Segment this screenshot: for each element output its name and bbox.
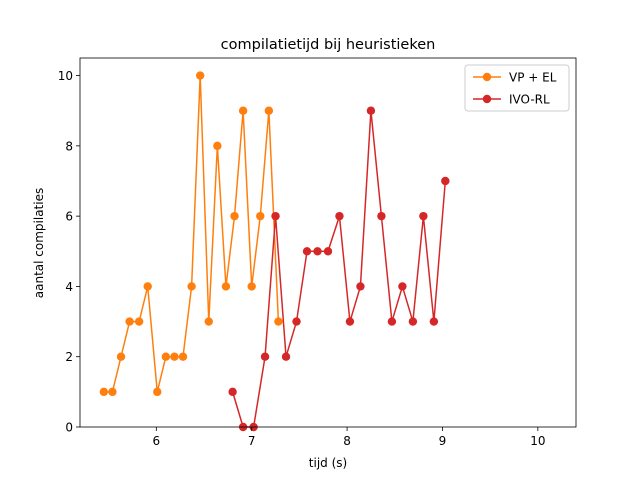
series-1-point [125, 317, 134, 326]
legend-label: VP + EL [509, 71, 557, 85]
series-2-point [313, 247, 322, 256]
series-1-point [213, 141, 222, 151]
series-1-point [264, 106, 274, 115]
series-2-point [271, 211, 280, 221]
y-axis-label: aantal compilaties [32, 188, 46, 298]
series-1-point [274, 317, 283, 326]
series-1-point [221, 282, 231, 291]
y-tick-label: 8 [65, 139, 73, 153]
series-group [99, 71, 450, 432]
legend-marker [482, 72, 492, 82]
series-2-point [260, 352, 270, 361]
y-tick-label: 2 [65, 350, 73, 364]
axes-layer: 6 7 8 9 10 0 2 4 6 8 10 [58, 57, 577, 448]
series-1-point [238, 106, 248, 115]
series-1-point [161, 352, 171, 361]
series-1-point [99, 387, 109, 397]
series-1-point [256, 211, 265, 221]
series-1-point [247, 282, 256, 291]
series-1-point [195, 71, 205, 80]
series-2-point [356, 282, 365, 291]
series-2-point [377, 211, 386, 221]
series-2-point [387, 317, 397, 326]
series-2-point [335, 211, 344, 221]
x-tick-label: 6 [152, 434, 160, 448]
legend-label: IVO-RL [509, 93, 550, 107]
series-1 [99, 71, 283, 397]
y-tick-label: 4 [65, 280, 73, 294]
series-1-point [230, 211, 239, 221]
legend: VP + EL IVO-RL [464, 64, 570, 112]
x-tick-label: 9 [439, 434, 447, 448]
series-1-point [116, 352, 126, 361]
series-2-point [408, 317, 418, 326]
series-2 [228, 106, 450, 432]
series-2-point [419, 211, 428, 221]
series-1-point [187, 282, 196, 291]
series-1-point [178, 352, 188, 361]
series-2-point [345, 317, 355, 326]
series-1-point [170, 352, 179, 361]
series-2-point [323, 247, 333, 256]
axes-frame [79, 57, 577, 428]
series-2-point [398, 282, 407, 291]
series-1-point [143, 282, 152, 291]
data-layer [99, 71, 450, 432]
y-tick-label: 10 [58, 69, 73, 83]
x-tick-label: 7 [248, 434, 256, 448]
y-tick-label: 0 [65, 421, 73, 435]
series-2-point [429, 317, 439, 326]
series-2-point [302, 247, 312, 256]
series-2-point [292, 317, 301, 326]
series-1-point [153, 387, 162, 397]
series-2-point [281, 352, 291, 361]
series-1-point [134, 317, 144, 326]
series-2-point [441, 176, 450, 186]
x-axis-label: tijd (s) [309, 456, 347, 470]
series-2-point [228, 387, 237, 397]
legend-marker [482, 94, 492, 104]
x-tick-label: 8 [343, 434, 351, 448]
series-2-point [366, 106, 376, 115]
series-1-point [204, 317, 213, 326]
x-tick-label: 10 [530, 434, 545, 448]
y-tick-label: 6 [65, 210, 73, 224]
series-1-point [108, 387, 117, 397]
chart-title: compilatietijd bij heuristieken [221, 37, 436, 53]
